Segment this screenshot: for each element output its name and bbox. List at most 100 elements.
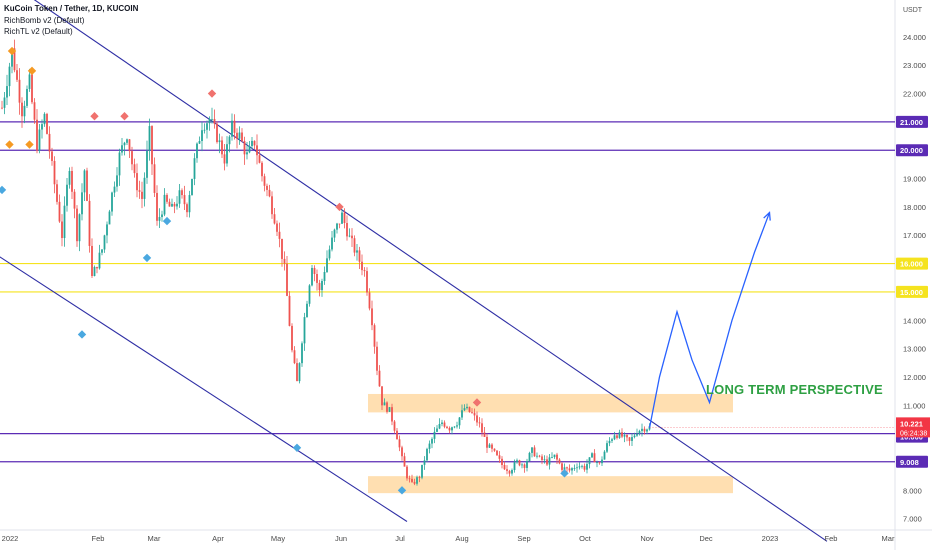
candle-body [336, 223, 338, 230]
y-axis-tick-label: 17.000 [903, 231, 926, 240]
candle-body [216, 123, 218, 143]
candle-body [508, 470, 511, 474]
candle-body [263, 176, 266, 186]
candle-body [388, 407, 391, 412]
projection-path [648, 212, 771, 429]
candle-body [563, 467, 566, 470]
candle-body [353, 238, 356, 253]
candle-body [58, 201, 61, 222]
candle-body [621, 432, 623, 437]
candle-body [213, 118, 216, 124]
candle-body [78, 214, 81, 242]
candle-body [448, 427, 451, 431]
candle-body [161, 214, 163, 218]
candle-body [73, 191, 76, 209]
signal-diamond-marker [472, 398, 482, 407]
candle-body [113, 186, 116, 193]
indicator-label-richtl[interactable]: RichTL v2 (Default) [4, 27, 73, 36]
candle-body [326, 258, 328, 272]
candle-body [421, 464, 423, 478]
candle-body [181, 190, 183, 196]
candle-body [96, 266, 98, 269]
candle-body [398, 439, 401, 448]
candle-body [3, 97, 6, 108]
candle-body [1, 107, 3, 109]
level-badge: 21.000 [900, 118, 923, 127]
candle-body [391, 407, 393, 422]
candle-body [483, 432, 486, 437]
candle-body [233, 120, 236, 133]
candle-body [418, 477, 421, 479]
candle-body [618, 432, 621, 438]
candle-body [191, 178, 193, 196]
projection-arrowhead [763, 211, 771, 221]
candle-body [473, 412, 476, 416]
candle-body [56, 184, 58, 202]
candle-body [568, 468, 571, 471]
long-term-perspective-annotation: LONG TERM PERSPECTIVE [706, 382, 883, 397]
candle-body [553, 454, 556, 458]
candle-body [383, 402, 386, 406]
candle-body [466, 406, 468, 409]
candle-body [6, 86, 8, 98]
x-axis-tick-label: Dec [699, 534, 713, 543]
indicator-label-richbomb[interactable]: RichBomb v2 (Default) [4, 16, 85, 25]
candle-body [21, 102, 23, 117]
candle-body [91, 245, 93, 276]
x-axis-tick-label: Apr [212, 534, 224, 543]
y-axis-tick-label: 24.000 [903, 33, 926, 42]
candle-body [513, 462, 516, 471]
candle-body [18, 79, 21, 103]
y-axis-tick-label: 8.000 [903, 486, 922, 495]
candle-body [603, 451, 606, 460]
candle-body [548, 457, 551, 465]
candle-body [146, 150, 148, 178]
candle-body [273, 214, 276, 224]
candle-body [423, 460, 426, 465]
x-axis-tick-label: Nov [640, 534, 654, 543]
candle-body [498, 455, 501, 459]
candle-body [178, 190, 181, 204]
candle-body [141, 191, 143, 199]
candle-body [586, 464, 588, 470]
x-axis-tick-label: Mar [882, 534, 895, 543]
candle-body [641, 428, 643, 431]
candle-body [426, 448, 428, 461]
candle-body [433, 431, 436, 439]
candle-body [148, 126, 151, 151]
candle-body [591, 453, 593, 458]
signal-diamond-marker [90, 112, 99, 121]
level-badge-bg [896, 144, 928, 157]
candle-body [121, 145, 123, 153]
level-badge: 20.000 [900, 146, 923, 155]
candle-body [116, 175, 118, 187]
x-axis-tick-label: Sep [517, 534, 530, 543]
candle-body [348, 235, 351, 237]
candle-body [381, 386, 383, 406]
signal-diamond-marker [335, 202, 344, 212]
candle-body [631, 437, 633, 441]
candle-body [368, 292, 371, 309]
price-countdown-label: 06:24:38 [900, 430, 927, 437]
candle-body [291, 325, 293, 351]
x-axis-tick-label: Oct [579, 534, 592, 543]
candle-body [443, 422, 446, 427]
candle-body [371, 308, 373, 326]
candle-body [331, 237, 333, 250]
candle-body [153, 164, 156, 193]
candle-body [268, 189, 271, 197]
candle-body [526, 461, 528, 468]
candle-body [8, 66, 11, 87]
candle-body [258, 155, 261, 163]
signal-diamond-marker [5, 140, 14, 149]
x-axis-tick-label: Jul [395, 534, 405, 543]
candle-body [243, 141, 246, 155]
signal-diamond-marker [560, 469, 569, 478]
candle-body [43, 113, 46, 125]
candle-body [626, 434, 628, 438]
candle-body [628, 437, 631, 441]
y-axis-tick-label: 18.000 [903, 203, 926, 212]
candle-body [288, 295, 291, 326]
candle-body [318, 282, 321, 291]
